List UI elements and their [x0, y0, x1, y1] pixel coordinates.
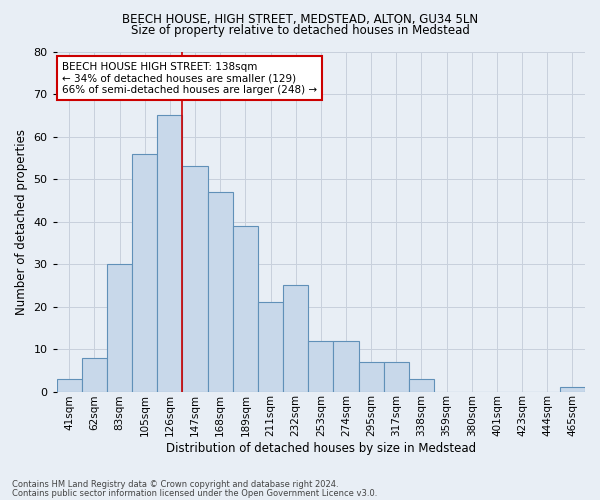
Bar: [107, 264, 132, 392]
Bar: [233, 226, 258, 392]
Bar: [182, 166, 208, 392]
Bar: [132, 154, 157, 392]
Text: Size of property relative to detached houses in Medstead: Size of property relative to detached ho…: [131, 24, 469, 37]
X-axis label: Distribution of detached houses by size in Medstead: Distribution of detached houses by size …: [166, 442, 476, 455]
Bar: [283, 286, 308, 392]
Bar: [208, 192, 233, 392]
Y-axis label: Number of detached properties: Number of detached properties: [15, 128, 28, 314]
Bar: [560, 388, 585, 392]
Text: BEECH HOUSE HIGH STREET: 138sqm
← 34% of detached houses are smaller (129)
66% o: BEECH HOUSE HIGH STREET: 138sqm ← 34% of…: [62, 62, 317, 95]
Bar: [157, 116, 182, 392]
Bar: [82, 358, 107, 392]
Bar: [57, 379, 82, 392]
Bar: [384, 362, 409, 392]
Text: Contains public sector information licensed under the Open Government Licence v3: Contains public sector information licen…: [12, 488, 377, 498]
Bar: [409, 379, 434, 392]
Bar: [308, 340, 334, 392]
Text: BEECH HOUSE, HIGH STREET, MEDSTEAD, ALTON, GU34 5LN: BEECH HOUSE, HIGH STREET, MEDSTEAD, ALTO…: [122, 12, 478, 26]
Text: Contains HM Land Registry data © Crown copyright and database right 2024.: Contains HM Land Registry data © Crown c…: [12, 480, 338, 489]
Bar: [359, 362, 384, 392]
Bar: [334, 340, 359, 392]
Bar: [258, 302, 283, 392]
